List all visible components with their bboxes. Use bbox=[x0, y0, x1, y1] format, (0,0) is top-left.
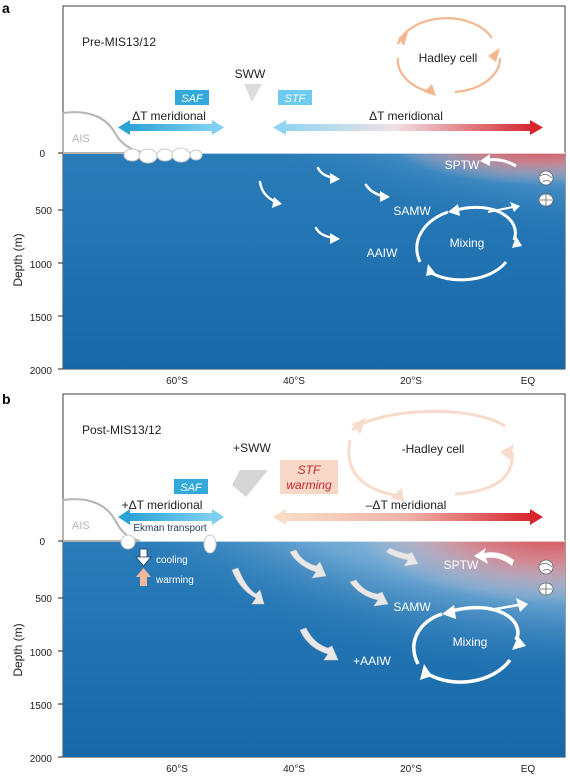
saf-label-b: SAF bbox=[180, 482, 203, 494]
panel-b-letter: b bbox=[2, 391, 11, 407]
sptw-arrow-a bbox=[487, 158, 517, 168]
depth-tick-b: 1000 bbox=[30, 648, 53, 659]
stf-warming-badge-b bbox=[280, 460, 338, 494]
panel-a-letter: a bbox=[2, 0, 10, 16]
depth-tick-a: 2000 bbox=[30, 366, 53, 377]
panel-a: a Pre-MIS13/12 Hadley cell SWW SAF STF bbox=[2, 0, 566, 387]
depth-ticks-b: 0 500 1000 1500 2000 bbox=[30, 537, 53, 765]
sww-arrow-a bbox=[244, 84, 262, 102]
sptw-arrowhead-a bbox=[480, 154, 490, 166]
panel-a-ocean bbox=[63, 153, 565, 369]
stf-label-b: STF bbox=[298, 463, 321, 477]
warming-arrow-icon bbox=[136, 568, 151, 586]
lat-tick-a: EQ bbox=[521, 376, 536, 387]
hadley-cell-loop-b bbox=[347, 409, 514, 502]
lat-ticks-a: 60°S 40°S 20°S EQ bbox=[166, 376, 535, 387]
icebergs-b bbox=[120, 534, 217, 554]
dt-meridional-right-b: –ΔT meridional bbox=[366, 498, 447, 512]
saf-badge-b bbox=[174, 479, 208, 494]
subduction-arrowheads-a bbox=[272, 173, 390, 244]
sww-label-b: +SWW bbox=[233, 441, 271, 455]
mixing-loop-b bbox=[412, 605, 520, 684]
stf-badge-a bbox=[278, 90, 312, 105]
depth-tick-b: 500 bbox=[35, 594, 52, 605]
lat-tick-a: 20°S bbox=[400, 376, 422, 387]
depth-tick-b: 1500 bbox=[30, 701, 53, 712]
sptw-label-b: SPTW bbox=[444, 558, 479, 572]
sww-arrow-b bbox=[232, 470, 268, 497]
depth-tick-a: 1500 bbox=[30, 313, 53, 324]
sptw-arrow-b bbox=[474, 548, 514, 566]
stf-warming-label-b: warming bbox=[286, 478, 332, 492]
saf-badge-a bbox=[175, 90, 209, 105]
hadley-cell-loop-a bbox=[396, 17, 502, 96]
dt-arrow-left-a bbox=[118, 120, 224, 135]
dt-meridional-left-a: ΔT meridional bbox=[132, 109, 206, 123]
aaiw-label-a: AAIW bbox=[367, 246, 398, 260]
cooling-arrow-icon bbox=[135, 548, 152, 567]
depth-tick-marks-a bbox=[58, 152, 63, 370]
foraminifera-icon-a bbox=[538, 170, 554, 207]
dt-meridional-left-b: +ΔT meridional bbox=[122, 498, 203, 512]
samw-label-b: SAMW bbox=[393, 600, 431, 614]
dt-arrow-right-a bbox=[273, 120, 543, 135]
saf-label-a: SAF bbox=[181, 93, 204, 105]
depth-tick-marks-b bbox=[58, 540, 63, 758]
subduction-arrows-b bbox=[231, 547, 419, 661]
dt-arrow-right-b bbox=[273, 509, 543, 525]
hadley-cell-label-a: Hadley cell bbox=[419, 51, 478, 65]
lat-ticks-b: 60°S 40°S 20°S EQ bbox=[166, 764, 535, 775]
depth-tick-b: 2000 bbox=[30, 754, 53, 765]
mixing-loop-a bbox=[415, 205, 517, 282]
depth-tick-b: 0 bbox=[39, 537, 45, 548]
icebergs-a bbox=[123, 147, 203, 164]
foraminifera-icon-b bbox=[538, 559, 554, 596]
cooling-label-b: cooling bbox=[156, 555, 188, 566]
stf-label-a: STF bbox=[285, 93, 307, 105]
depth-tick-a: 0 bbox=[39, 149, 45, 160]
mixing-label-a: Mixing bbox=[450, 236, 485, 250]
lat-tick-b: 20°S bbox=[400, 764, 422, 775]
sptw-label-a: SPTW bbox=[445, 158, 480, 172]
lat-tick-b: EQ bbox=[521, 764, 536, 775]
panel-b: b Post-MIS13/12 -Hadley cell +SWW SAF ST… bbox=[2, 391, 566, 775]
lat-tick-a: 60°S bbox=[166, 376, 188, 387]
ais-label-a: AIS bbox=[72, 133, 90, 145]
samw-outflow-arrow-b bbox=[489, 602, 525, 612]
ais-label-b: AIS bbox=[72, 520, 90, 532]
dt-meridional-right-a: ΔT meridional bbox=[369, 109, 443, 123]
aaiw-label-b: +AAIW bbox=[353, 654, 391, 668]
samw-label-a: SAMW bbox=[393, 204, 431, 218]
hadley-cell-label-b: -Hadley cell bbox=[402, 442, 465, 456]
panel-b-title: Post-MIS13/12 bbox=[82, 423, 162, 437]
ekman-transport-label-b: Ekman transport bbox=[133, 523, 207, 534]
depth-tick-a: 1000 bbox=[30, 260, 53, 271]
samw-outflow-arrow-a bbox=[487, 205, 519, 213]
sww-label-a: SWW bbox=[235, 67, 266, 81]
dt-arrow-left-b bbox=[118, 509, 224, 525]
depth-tick-a: 500 bbox=[35, 206, 52, 217]
mixing-arrowheads-b bbox=[420, 598, 528, 680]
y-axis-label-a: Depth (m) bbox=[11, 233, 25, 286]
mixing-label-b: Mixing bbox=[453, 635, 488, 649]
lat-tick-a: 40°S bbox=[283, 376, 305, 387]
ais-ice-shelf-b bbox=[62, 498, 141, 542]
lat-tick-b: 60°S bbox=[166, 764, 188, 775]
y-axis-label-b: Depth (m) bbox=[11, 623, 25, 676]
warming-label-b: warming bbox=[155, 575, 194, 586]
lat-tick-b: 40°S bbox=[283, 764, 305, 775]
depth-ticks-a: 0 500 1000 1500 2000 bbox=[30, 149, 53, 377]
panel-a-title: Pre-MIS13/12 bbox=[82, 35, 156, 49]
